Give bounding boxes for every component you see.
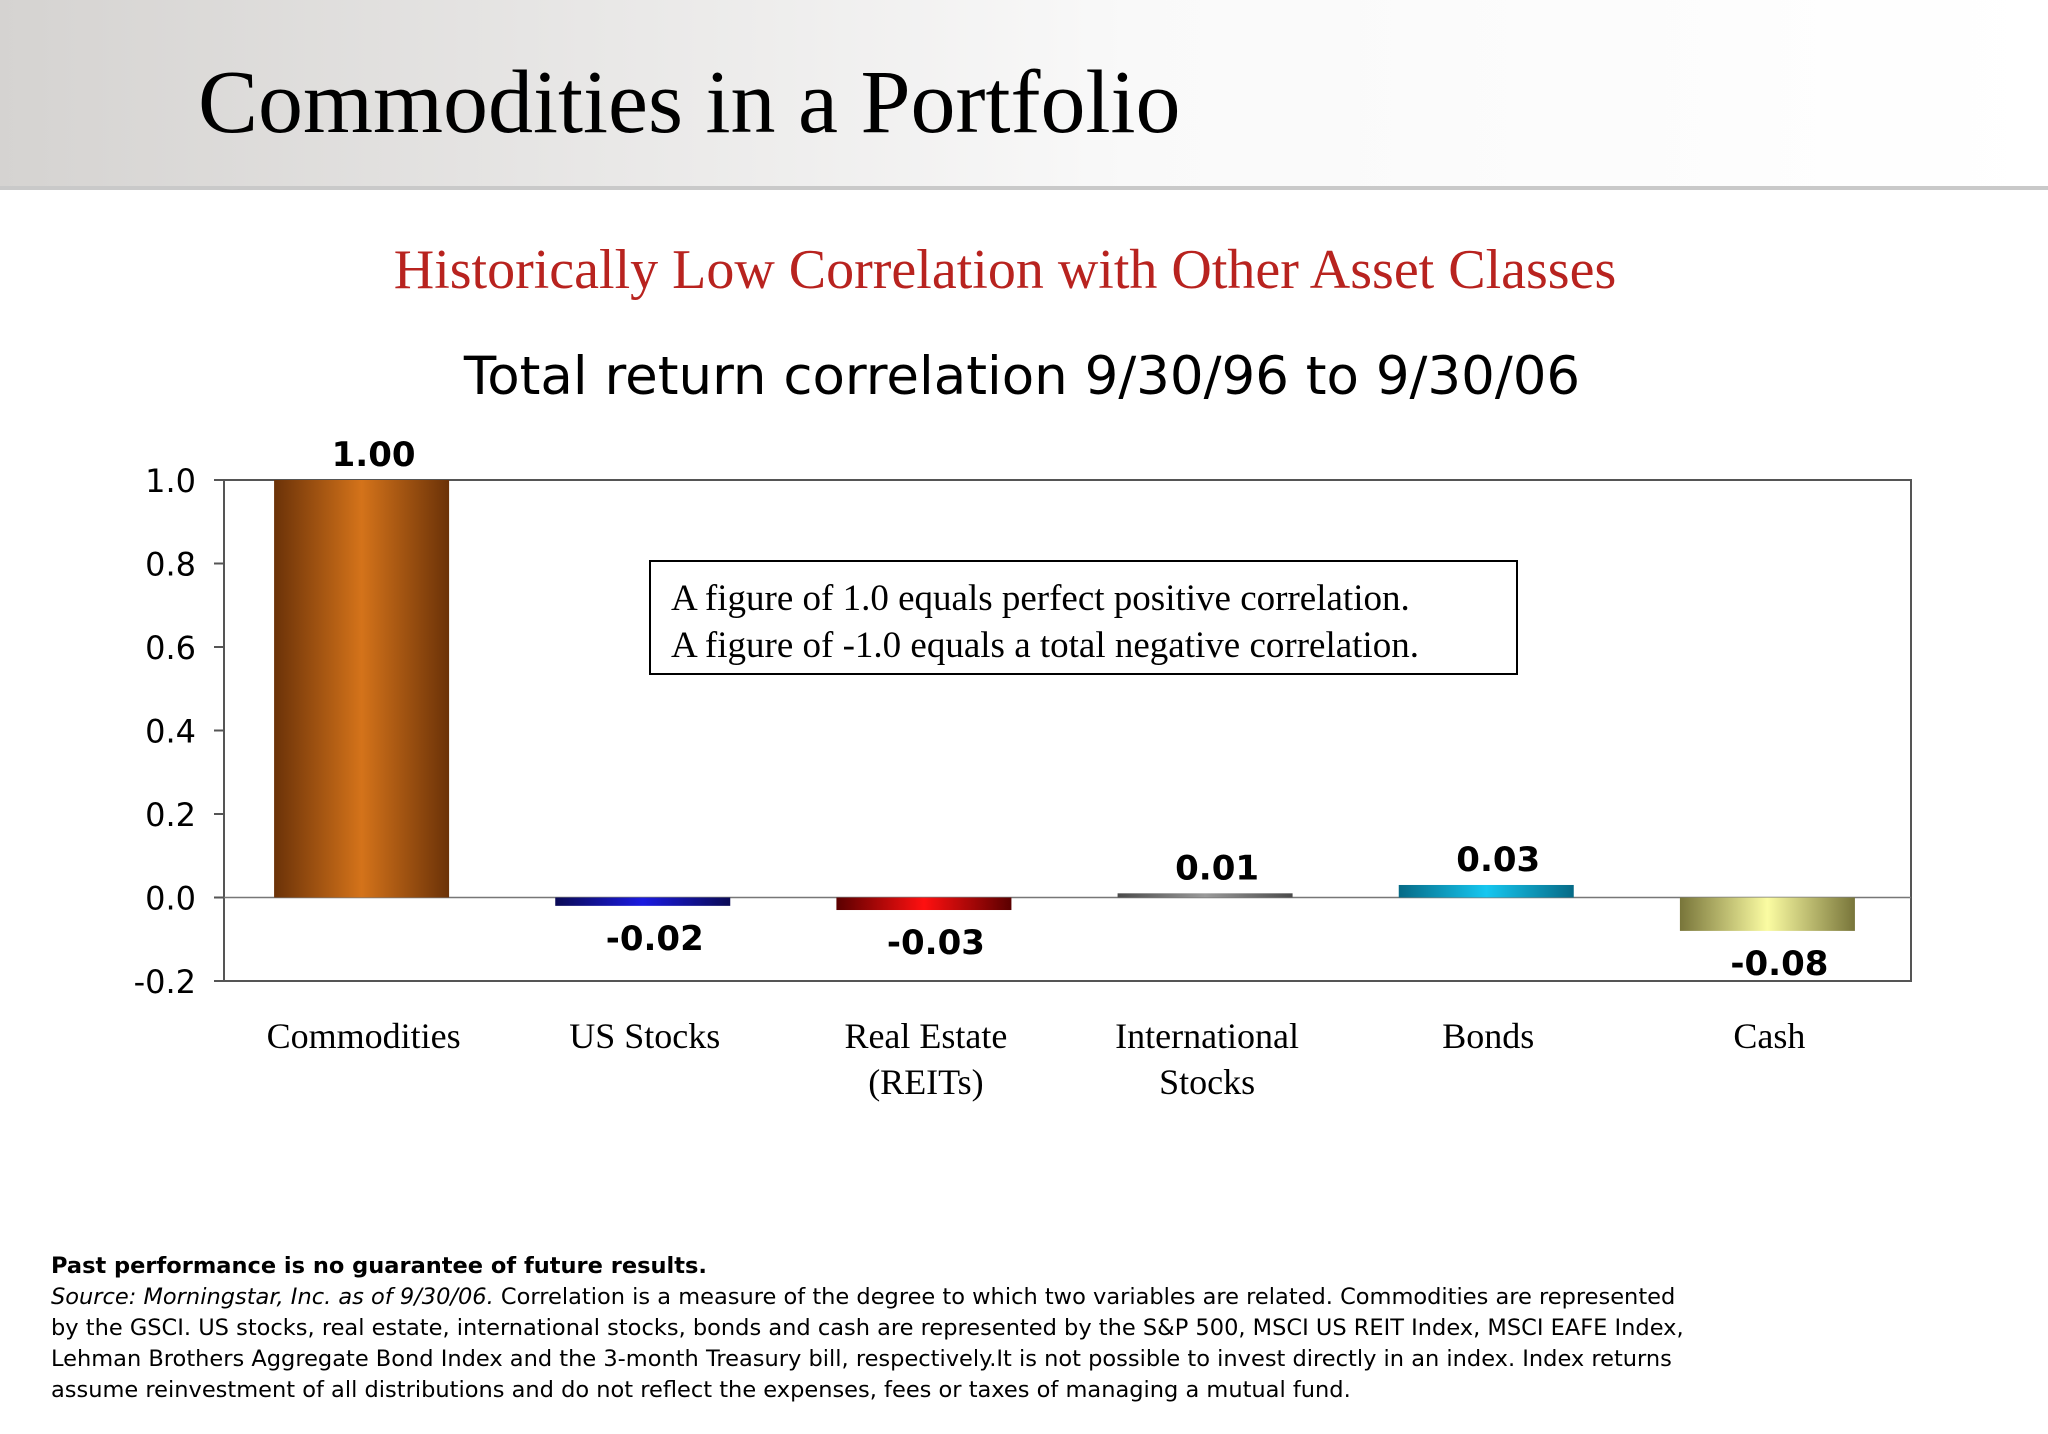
x-category-label: Real Estate — [844, 1016, 1007, 1056]
x-category-label: Cash — [1733, 1016, 1805, 1056]
y-tick-label: 1.0 — [145, 462, 196, 500]
footnote-line-1: Source: Morningstar, Inc. as of 9/30/06.… — [51, 1282, 1951, 1313]
y-tick-label: 0.0 — [145, 880, 196, 918]
bar-value-label: -0.03 — [887, 923, 985, 963]
y-tick-label: 0.6 — [145, 629, 196, 667]
bar-value-label: 1.00 — [332, 435, 416, 475]
bar — [274, 480, 450, 898]
performance-disclaimer: Past performance is no guarantee of futu… — [51, 1253, 707, 1279]
x-category-label: International — [1115, 1016, 1299, 1056]
y-tick-label: 0.2 — [145, 796, 196, 834]
chart-title: Total return correlation 9/30/96 to 9/30… — [463, 346, 1581, 407]
correlation-bar-chart: 1.0 0.8 0.6 0.4 0.2 0.0 -0.2 1.00 Commodities -0.… — [134, 435, 1912, 1102]
y-tick-label: -0.2 — [134, 963, 196, 1001]
bar — [1679, 897, 1855, 931]
bar-value-label: -0.02 — [606, 919, 704, 959]
note-line-2: A figure of -1.0 equals a total negative… — [671, 625, 1419, 666]
x-category-label: US Stocks — [569, 1016, 720, 1056]
x-category-label: (REITs) — [868, 1062, 983, 1102]
note-line-1: A figure of 1.0 equals perfect positive … — [671, 578, 1410, 619]
bar — [555, 897, 731, 906]
y-tick-label: 0.4 — [145, 713, 196, 751]
title-banner: Commodities in a Portfolio — [0, 0, 2048, 190]
footnote-line-2: by the GSCI. US stocks, real estate, int… — [51, 1315, 1684, 1341]
correlation-note-box: A figure of 1.0 equals perfect positive … — [649, 560, 1518, 675]
plot-frame — [223, 479, 1912, 982]
bar-value-label: -0.08 — [1730, 944, 1828, 984]
bar — [836, 897, 1012, 911]
bar — [1117, 893, 1293, 898]
source-citation: Source: Morningstar, Inc. as of 9/30/06. — [51, 1284, 494, 1310]
x-category-label: Bonds — [1442, 1016, 1534, 1056]
x-category-label: Commodities — [267, 1016, 461, 1056]
footnote-line-1-text: Correlation is a measure of the degree t… — [493, 1284, 1676, 1310]
footnote: Past performance is no guarantee of futu… — [51, 1251, 1951, 1406]
bar-value-label: 0.01 — [1175, 848, 1259, 888]
bar — [1398, 884, 1574, 898]
footnote-line-4: assume reinvestment of all distributions… — [51, 1377, 1351, 1403]
slide-subtitle: Historically Low Correlation with Other … — [393, 239, 1617, 301]
y-tick-label: 0.8 — [145, 546, 196, 584]
x-category-label: Stocks — [1159, 1062, 1255, 1102]
footnote-line-3: Lehman Brothers Aggregate Bond Index and… — [51, 1346, 1672, 1372]
bar-value-label: 0.03 — [1456, 840, 1540, 880]
page-title: Commodities in a Portfolio — [198, 53, 1181, 152]
